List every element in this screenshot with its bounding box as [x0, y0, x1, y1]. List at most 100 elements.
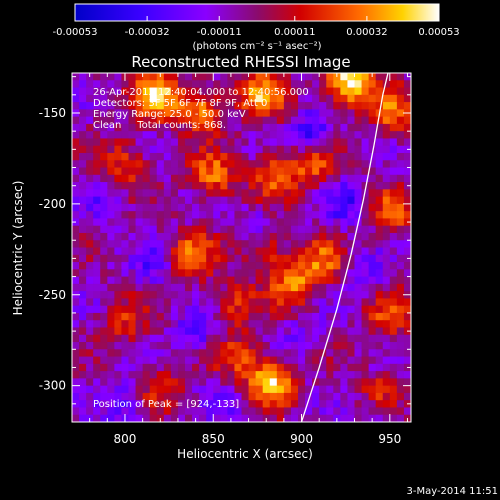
heatmap-cell: [368, 283, 377, 292]
heatmap-cell: [298, 342, 306, 350]
heatmap-cell: [312, 87, 320, 96]
heatmap-cell: [163, 247, 172, 256]
heatmap-cell: [262, 211, 271, 220]
heatmap-cell: [107, 167, 115, 176]
heatmap-cell: [128, 283, 137, 292]
heatmap-cell: [149, 240, 158, 249]
heatmap-cell: [234, 203, 243, 212]
heatmap-cell: [93, 262, 101, 270]
heatmap-cell: [312, 298, 320, 307]
heatmap-cell: [276, 232, 285, 241]
heatmap-cell: [86, 123, 94, 132]
heatmap-cell: [185, 189, 193, 198]
heatmap-cell: [389, 327, 398, 336]
heatmap-cell: [290, 414, 299, 422]
heatmap-cell: [206, 240, 214, 249]
heatmap-cell: [206, 73, 214, 81]
heatmap-cell: [389, 131, 398, 140]
heatmap-cell: [326, 73, 334, 81]
heatmap-cell: [121, 400, 130, 409]
heatmap-cell: [403, 262, 411, 270]
heatmap-cell: [213, 262, 221, 270]
heatmap-cell: [163, 131, 172, 140]
heatmap-cell: [298, 385, 306, 394]
heatmap-cell: [163, 356, 172, 365]
heatmap-cell: [375, 378, 384, 387]
heatmap-cell: [142, 160, 151, 169]
heatmap-cell: [262, 152, 271, 161]
heatmap-cell: [333, 407, 341, 416]
heatmap-cell: [396, 363, 405, 372]
heatmap-cell: [375, 349, 384, 358]
heatmap-cell: [389, 363, 398, 372]
heatmap-cell: [375, 400, 384, 409]
heatmap-cell: [269, 414, 278, 422]
heatmap-cell: [333, 334, 341, 343]
heatmap-cell: [220, 232, 228, 241]
heatmap-cell: [128, 80, 137, 89]
heatmap-cell: [177, 189, 186, 198]
heatmap-cell: [361, 407, 370, 416]
heatmap-cell: [262, 80, 271, 89]
heatmap-cell: [248, 276, 257, 285]
heatmap-cell: [326, 283, 334, 292]
heatmap-cell: [185, 116, 193, 125]
heatmap-cell: [396, 312, 405, 321]
heatmap-cell: [185, 94, 193, 103]
heatmap-cell: [354, 94, 363, 103]
heatmap-cell: [241, 392, 250, 401]
heatmap-cell: [312, 371, 320, 379]
heatmap-cell: [192, 225, 200, 234]
heatmap-cell: [163, 312, 172, 321]
colorbar-tick-label: 0.00032: [346, 27, 387, 38]
heatmap-cell: [340, 363, 349, 372]
heatmap-cell: [213, 305, 221, 314]
heatmap-cell: [234, 131, 243, 140]
heatmap-cell: [170, 131, 179, 140]
heatmap-cell: [170, 305, 179, 314]
heatmap-cell: [347, 283, 356, 292]
heatmap-cell: [121, 167, 130, 176]
heatmap-cell: [248, 203, 257, 212]
heatmap-cell: [368, 167, 377, 176]
heatmap-cell: [262, 182, 271, 190]
heatmap-cell: [192, 174, 200, 183]
heatmap-cell: [185, 334, 193, 343]
heatmap-cell: [262, 189, 271, 198]
heatmap-cell: [206, 320, 214, 329]
heatmap-cell: [389, 385, 398, 394]
heatmap-cell: [227, 247, 236, 256]
heatmap-cell: [177, 312, 186, 321]
heatmap-cell: [135, 87, 144, 96]
heatmap-cell: [283, 283, 292, 292]
heatmap-cell: [368, 123, 377, 132]
heatmap-cell: [340, 174, 349, 183]
heatmap-cell: [227, 167, 236, 176]
heatmap-cell: [403, 87, 411, 96]
heatmap-cell: [227, 305, 236, 314]
heatmap-cell: [213, 349, 221, 358]
heatmap-cell: [396, 196, 405, 205]
heatmap-cell: [170, 225, 179, 234]
heatmap-cell: [375, 298, 384, 307]
heatmap-cell: [135, 225, 144, 234]
heatmap-cell: [185, 138, 193, 147]
heatmap-cell: [305, 203, 313, 212]
heatmap-cell: [121, 407, 130, 416]
heatmap-cell: [333, 400, 341, 409]
heatmap-cell: [142, 189, 151, 198]
heatmap-cell: [283, 305, 292, 314]
heatmap-cell: [255, 145, 264, 154]
heatmap-cell: [354, 123, 363, 132]
heatmap-cell: [206, 262, 214, 270]
heatmap-cell: [199, 225, 207, 234]
heatmap-cell: [79, 392, 87, 401]
annotation-detectors: Detectors: 3F 5F 6F 7F 8F 9F, Att 0: [93, 98, 267, 109]
heatmap-cell: [305, 378, 313, 387]
heatmap-cell: [100, 291, 108, 299]
heatmap-cell: [199, 211, 207, 220]
heatmap-cell: [241, 407, 250, 416]
heatmap-cell: [177, 283, 186, 292]
heatmap-cell: [156, 371, 165, 379]
axis-ticks: 800 850 900 950-150-200-250-300: [39, 73, 411, 446]
